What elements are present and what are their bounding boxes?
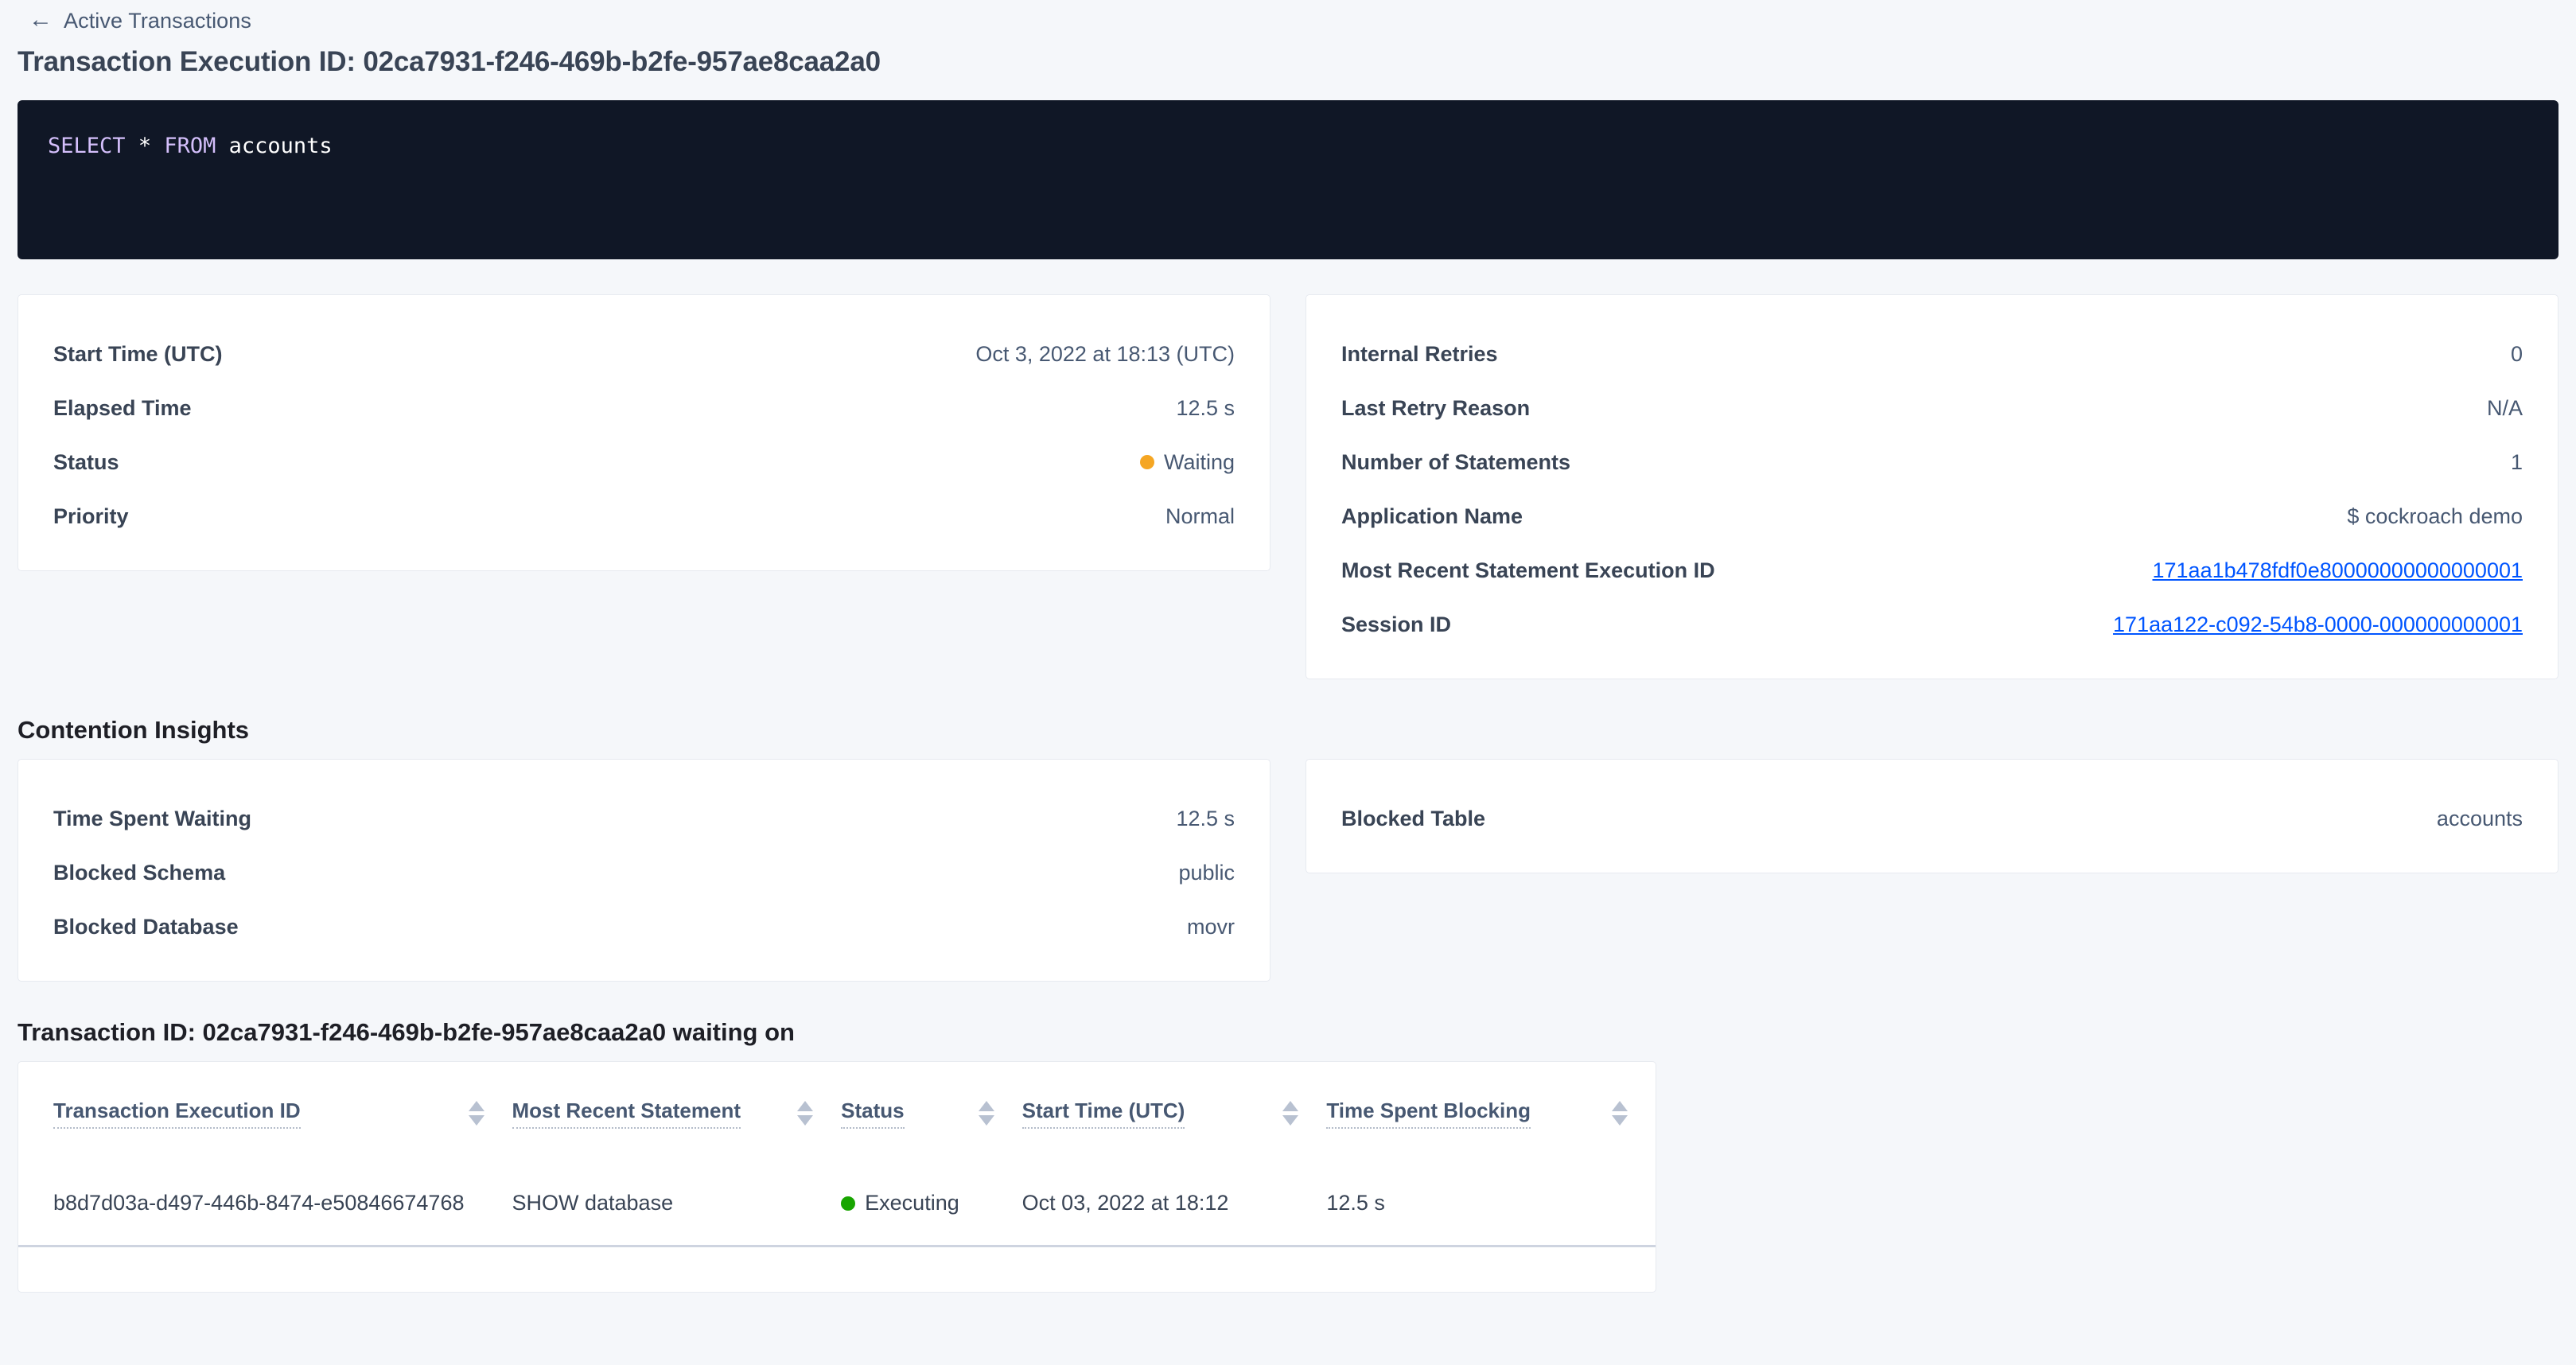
detail-row-application-name: Application Name $ cockroach demo [1341, 489, 2523, 543]
status-text: Waiting [1163, 449, 1235, 474]
column-header-status[interactable]: Status [841, 1062, 1022, 1162]
detail-row-blocked-schema: Blocked Schema public [53, 846, 1235, 900]
detail-label: Most Recent Statement Execution ID [1341, 558, 1715, 582]
detail-label: Blocked Database [53, 914, 239, 939]
detail-label: Status [53, 449, 119, 474]
detail-value: public [1178, 860, 1235, 885]
detail-label: Start Time (UTC) [53, 341, 223, 366]
detail-label: Elapsed Time [53, 395, 192, 420]
transaction-overview-card: Start Time (UTC) Oct 3, 2022 at 18:13 (U… [18, 294, 1270, 571]
breadcrumb-label[interactable]: Active Transactions [64, 8, 252, 33]
detail-value: accounts [2436, 806, 2523, 830]
status-badge: Waiting [1139, 449, 1235, 475]
waiting-on-heading: Transaction ID: 02ca7931-f246-469b-b2fe-… [18, 1018, 795, 1046]
waiting-on-table: Transaction Execution ID Most Recent Sta… [18, 1062, 1656, 1247]
detail-value: 12.5 s [1176, 395, 1235, 420]
status-dot-icon [1139, 455, 1154, 469]
table-header-row: Transaction Execution ID Most Recent Sta… [18, 1062, 1656, 1162]
detail-row-blocked-table: Blocked Table accounts [1341, 791, 2523, 846]
sql-identifier-table: accounts [228, 134, 333, 158]
transaction-stats-card: Internal Retries 0 Last Retry Reason N/A… [1306, 294, 2558, 679]
table-footer-space [18, 1247, 1656, 1292]
column-header-label: Time Spent Blocking [1326, 1099, 1531, 1129]
sort-chevron-icon[interactable] [1611, 1101, 1628, 1126]
cell-most-recent-statement: SHOW database [512, 1162, 842, 1247]
detail-label: Session ID [1341, 612, 1452, 636]
detail-row-last-retry-reason: Last Retry Reason N/A [1341, 381, 2523, 435]
page-title: Transaction Execution ID: 02ca7931-f246-… [18, 46, 881, 77]
waiting-on-table-card: Transaction Execution ID Most Recent Sta… [18, 1061, 1656, 1293]
sql-operator-star: * [138, 134, 152, 158]
contention-insights-heading: Contention Insights [18, 716, 250, 744]
session-id-link[interactable]: 171aa122-c092-54b8-0000-000000000001 [2113, 612, 2523, 636]
detail-value: Oct 3, 2022 at 18:13 (UTC) [975, 341, 1235, 366]
detail-row-internal-retries: Internal Retries 0 [1341, 327, 2523, 381]
sql-keyword-from: FROM [164, 134, 216, 158]
detail-value: 1 [2510, 449, 2523, 474]
overview-card-row: Start Time (UTC) Oct 3, 2022 at 18:13 (U… [18, 294, 2558, 679]
column-header-transaction-execution-id[interactable]: Transaction Execution ID [18, 1062, 512, 1162]
table-row[interactable]: b8d7d03a-d497-446b-8474-e50846674768 SHO… [18, 1162, 1656, 1247]
detail-label: Last Retry Reason [1341, 395, 1531, 420]
cell-status: Executing [841, 1162, 1022, 1247]
detail-row-most-recent-statement-execution-id: Most Recent Statement Execution ID 171aa… [1341, 543, 2523, 597]
column-header-label: Status [841, 1099, 905, 1129]
detail-row-time-spent-waiting: Time Spent Waiting 12.5 s [53, 791, 1235, 846]
cell-start-time: Oct 03, 2022 at 18:12 [1021, 1162, 1327, 1247]
detail-label: Priority [53, 504, 129, 528]
column-header-label: Start Time (UTC) [1021, 1099, 1185, 1129]
sort-chevron-icon[interactable] [978, 1101, 995, 1126]
contention-card-row: Time Spent Waiting 12.5 s Blocked Schema… [18, 759, 2558, 982]
breadcrumb[interactable]: ← Active Transactions [18, 0, 2558, 37]
detail-value: movr [1187, 914, 1235, 939]
column-header-time-spent-blocking[interactable]: Time Spent Blocking [1326, 1062, 1656, 1162]
detail-value: 12.5 s [1176, 806, 1235, 830]
status-text: Executing [865, 1191, 959, 1215]
sort-chevron-icon[interactable] [468, 1101, 485, 1126]
column-header-most-recent-statement[interactable]: Most Recent Statement [512, 1062, 842, 1162]
detail-value: N/A [2486, 395, 2523, 420]
detail-label: Number of Statements [1341, 449, 1571, 474]
detail-label: Blocked Table [1341, 806, 1486, 830]
detail-row-blocked-database: Blocked Database movr [53, 900, 1235, 954]
detail-row-status: Status Waiting [53, 435, 1235, 489]
detail-label: Internal Retries [1341, 341, 1498, 366]
detail-row-start-time: Start Time (UTC) Oct 3, 2022 at 18:13 (U… [53, 327, 1235, 381]
contention-left-card: Time Spent Waiting 12.5 s Blocked Schema… [18, 759, 1270, 982]
detail-value: 0 [2510, 341, 2523, 366]
sort-chevron-icon[interactable] [1282, 1101, 1299, 1126]
table-body: b8d7d03a-d497-446b-8474-e50846674768 SHO… [18, 1162, 1656, 1247]
cell-transaction-execution-id: b8d7d03a-d497-446b-8474-e50846674768 [18, 1162, 512, 1247]
sql-keyword-select: SELECT [48, 134, 126, 158]
detail-row-priority: Priority Normal [53, 489, 1235, 543]
sort-chevron-icon[interactable] [796, 1101, 814, 1126]
sql-statement-panel: SELECT * FROM accounts [18, 100, 2558, 259]
detail-value: $ cockroach demo [2347, 504, 2523, 528]
detail-row-number-of-statements: Number of Statements 1 [1341, 435, 2523, 489]
detail-label: Application Name [1341, 504, 1523, 528]
detail-label: Blocked Schema [53, 860, 226, 885]
detail-row-elapsed-time: Elapsed Time 12.5 s [53, 381, 1235, 435]
status-dot-icon [841, 1196, 856, 1211]
cell-time-spent-blocking: 12.5 s [1326, 1162, 1656, 1247]
table-header: Transaction Execution ID Most Recent Sta… [18, 1062, 1656, 1162]
column-header-start-time[interactable]: Start Time (UTC) [1021, 1062, 1327, 1162]
arrow-left-icon[interactable]: ← [29, 6, 53, 33]
column-header-label: Most Recent Statement [512, 1099, 741, 1129]
detail-row-session-id: Session ID 171aa122-c092-54b8-0000-00000… [1341, 597, 2523, 651]
detail-value: Normal [1165, 504, 1235, 528]
column-header-label: Transaction Execution ID [53, 1099, 301, 1129]
contention-right-card: Blocked Table accounts [1306, 759, 2558, 873]
detail-label: Time Spent Waiting [53, 806, 252, 830]
statement-execution-id-link[interactable]: 171aa1b478fdf0e80000000000000001 [2152, 558, 2523, 582]
